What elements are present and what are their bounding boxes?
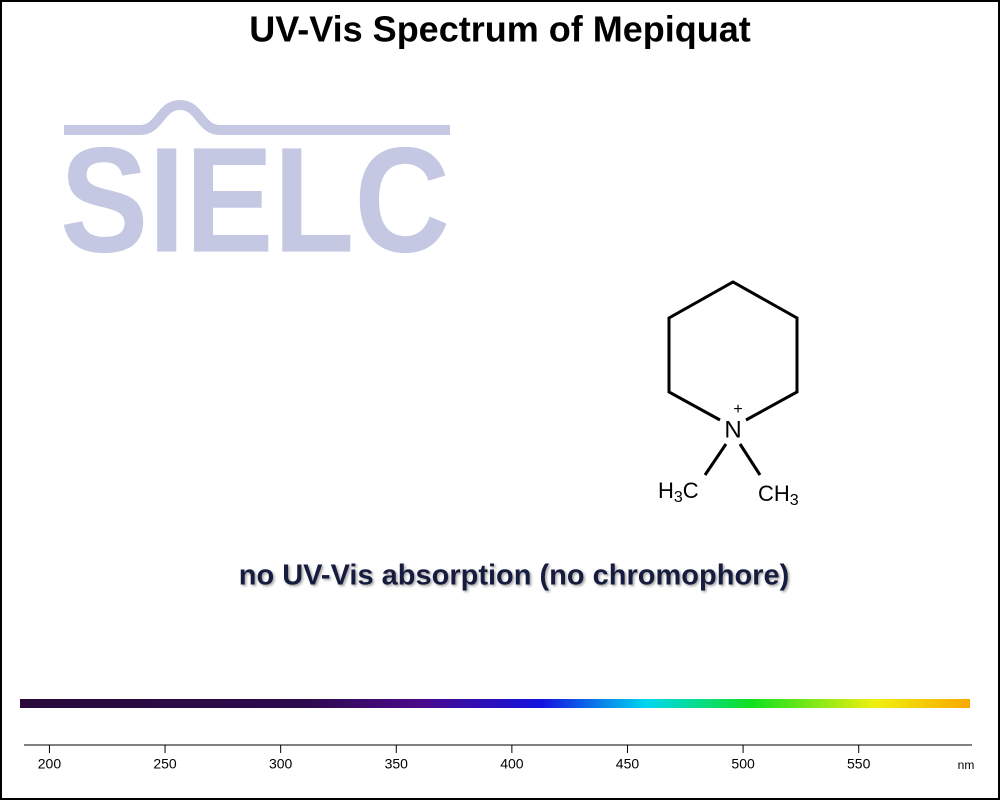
x-tick-label: 350 bbox=[385, 756, 409, 772]
x-tick-label: 450 bbox=[616, 756, 640, 772]
atom: C bbox=[683, 478, 699, 503]
subscript: 3 bbox=[674, 489, 683, 506]
methyl-label: CH3 bbox=[758, 481, 799, 509]
molecule-bonds bbox=[667, 280, 799, 476]
atom: CH bbox=[758, 481, 790, 506]
x-tick-label: 200 bbox=[38, 756, 62, 772]
x-tick-label: 500 bbox=[731, 756, 755, 772]
x-tick-label: 300 bbox=[269, 756, 293, 772]
annotation: no UV-Vis absorption (no chromophore) bbox=[239, 560, 789, 592]
methyl-label: H3C bbox=[658, 478, 699, 506]
atom-label: N bbox=[724, 416, 741, 443]
x-axis-label: nm bbox=[958, 758, 975, 772]
x-tick-label: 550 bbox=[847, 756, 871, 772]
logo: SIELC bbox=[60, 116, 450, 284]
spectrum-bar bbox=[20, 699, 970, 708]
logo-wave bbox=[64, 99, 450, 135]
x-tick-label: 400 bbox=[500, 756, 524, 772]
charge-label: + bbox=[733, 401, 742, 418]
x-tick-label: 250 bbox=[153, 756, 177, 772]
subscript: 3 bbox=[790, 492, 799, 509]
chart-title: UV-Vis Spectrum of Mepiquat bbox=[249, 9, 750, 50]
atom: H bbox=[658, 478, 674, 503]
